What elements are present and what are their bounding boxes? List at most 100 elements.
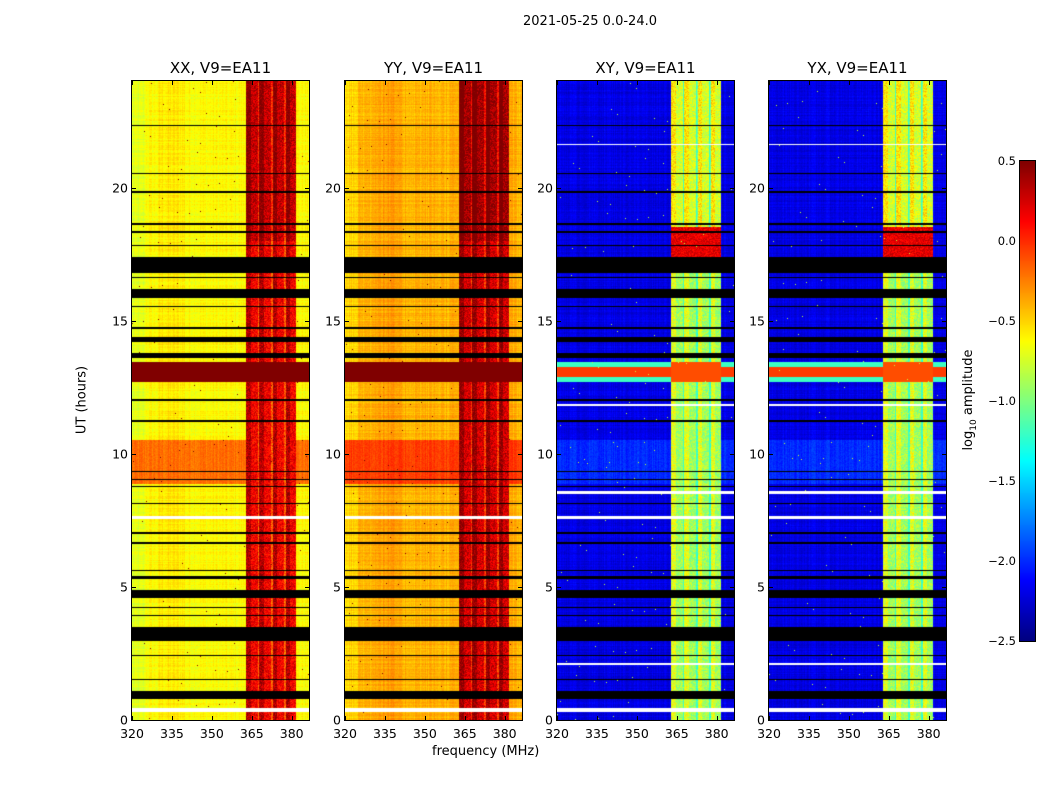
y-tick-mark [345, 187, 349, 189]
y-tick-mark [769, 453, 773, 455]
y-tick-label: 20 [112, 180, 128, 195]
y-tick-label: 15 [537, 313, 553, 329]
x-tick-label: 365 [876, 726, 901, 741]
x-tick-mark [676, 716, 678, 720]
y-tick-label: 10 [112, 446, 128, 462]
colorbar-tick-label: −2.0 [988, 554, 1016, 568]
y-tick-label: 0 [757, 712, 765, 728]
x-tick-mark [848, 716, 850, 720]
x-tick-mark [716, 81, 718, 85]
x-tick-label: 365 [239, 726, 264, 741]
y-tick-mark [305, 586, 309, 588]
panel-yy: YY, V9=EA11 320 335 350 365 380 0 5 10 15 20 [325, 59, 523, 741]
y-tick-mark [557, 187, 561, 189]
x-tick-mark [291, 81, 293, 85]
x-tick-mark [808, 81, 810, 85]
x-tick-label: 335 [159, 726, 184, 741]
x-tick-mark [808, 716, 810, 720]
y-tick-mark [518, 586, 522, 588]
colorbar-label-log: log [961, 430, 977, 451]
panel-title: XY, V9=EA11 [595, 59, 696, 77]
panel-title: YY, V9=EA11 [383, 59, 484, 77]
y-tick-mark [305, 720, 309, 721]
x-tick-mark [636, 716, 638, 720]
x-tick-label: 380 [279, 726, 304, 741]
x-tick-mark [211, 716, 213, 720]
heatmap-yy [345, 81, 522, 720]
figure-title: 2021-05-25 0.0-24.0 [523, 14, 657, 29]
x-tick-label: 350 [199, 726, 224, 741]
y-tick-label: 10 [749, 446, 765, 462]
x-tick-label: 335 [584, 726, 609, 741]
y-tick-mark [769, 187, 773, 189]
panel-xy: XY, V9=EA11 320 335 350 365 380 0 5 10 15 20 [537, 59, 735, 741]
x-tick-mark [345, 716, 346, 720]
x-tick-mark [596, 716, 598, 720]
x-tick-mark [504, 716, 506, 720]
x-tick-mark [384, 81, 386, 85]
y-tick-mark [730, 453, 734, 455]
y-tick-label: 0 [333, 712, 341, 728]
y-tick-mark [942, 453, 946, 455]
y-tick-mark [730, 720, 734, 721]
x-tick-label: 380 [492, 726, 517, 741]
y-tick-mark [132, 453, 136, 455]
panel-title: YX, V9=EA11 [807, 59, 908, 77]
y-tick-mark [345, 320, 349, 322]
colorbar-tick-label: 0.5 [997, 154, 1016, 168]
x-tick-label: 335 [372, 726, 397, 741]
panel-xx: XX, V9=EA11 320 335 350 365 380 0 5 10 15 20 [112, 59, 310, 741]
panel-yx: YX, V9=EA11 320 335 350 365 380 0 5 10 15 20 [749, 59, 947, 741]
heatmap-xy [557, 81, 734, 720]
x-tick-label: 380 [916, 726, 941, 741]
x-tick-label: 380 [704, 726, 729, 741]
x-tick-label: 320 [120, 726, 144, 741]
y-tick-mark [769, 586, 773, 588]
x-tick-mark [251, 716, 253, 720]
x-tick-mark [291, 716, 293, 720]
x-tick-label: 320 [545, 726, 569, 741]
colorbar-label-amplitude: amplitude [961, 349, 977, 420]
y-tick-mark [305, 453, 309, 455]
x-axis-label: frequency (MHz) [432, 744, 540, 759]
y-tick-label: 5 [545, 579, 553, 595]
x-tick-mark [132, 716, 133, 720]
x-tick-mark [636, 81, 638, 85]
x-tick-label: 320 [333, 726, 357, 741]
colorbar-tick-label: −1.0 [988, 394, 1016, 408]
y-tick-mark [730, 586, 734, 588]
x-tick-mark [464, 81, 466, 85]
y-tick-mark [769, 720, 773, 721]
y-tick-label: 20 [325, 180, 341, 195]
y-tick-mark [132, 320, 136, 322]
y-tick-mark [305, 320, 309, 322]
x-tick-mark [504, 81, 506, 85]
y-tick-mark [132, 586, 136, 588]
x-tick-mark [424, 81, 426, 85]
colorbar-label-sub: 10 [968, 419, 979, 431]
colorbar-label: log10 amplitude [961, 349, 979, 450]
y-tick-mark [132, 720, 136, 721]
x-tick-mark [716, 716, 718, 720]
y-axis-label: UT (hours) [74, 365, 90, 435]
y-tick-mark [942, 320, 946, 322]
y-tick-mark [557, 320, 561, 322]
x-tick-mark [928, 81, 930, 85]
x-tick-mark [557, 716, 558, 720]
x-tick-mark [171, 716, 173, 720]
y-tick-label: 20 [749, 180, 765, 195]
y-tick-mark [730, 320, 734, 322]
x-tick-mark [211, 81, 213, 85]
x-tick-mark [848, 81, 850, 85]
y-tick-mark [518, 720, 522, 721]
x-tick-mark [132, 81, 133, 85]
y-tick-mark [942, 187, 946, 189]
y-tick-mark [557, 586, 561, 588]
x-tick-mark [424, 716, 426, 720]
y-tick-mark [518, 320, 522, 322]
y-tick-label: 15 [749, 313, 765, 329]
y-tick-label: 5 [333, 579, 341, 595]
y-tick-mark [305, 187, 309, 189]
colorbar-tick-label: −1.5 [988, 474, 1016, 488]
